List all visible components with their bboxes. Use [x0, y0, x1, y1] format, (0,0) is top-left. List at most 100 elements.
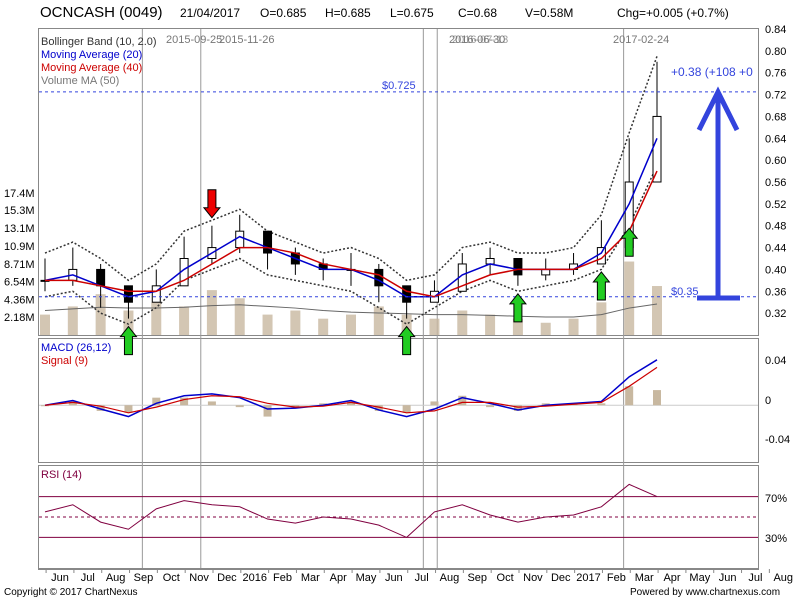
candle-body	[263, 230, 273, 254]
macd-histogram-bar	[513, 405, 522, 411]
volume-bar	[234, 298, 245, 335]
macd-histogram-bar	[124, 405, 133, 413]
sell-signal-arrow	[202, 189, 221, 219]
x-axis-month-label: Oct	[497, 572, 514, 584]
candle-body	[541, 268, 551, 276]
volume-bar	[624, 261, 635, 335]
low-value: L=0.675	[390, 6, 434, 20]
x-axis-month-label: May	[689, 572, 710, 584]
price-tick-label: 0.48	[765, 221, 786, 233]
macd-histogram-bar	[541, 403, 550, 406]
volume-bar	[95, 294, 106, 335]
rsi-panel-frame	[38, 465, 759, 569]
x-axis-month-label: Mar	[635, 572, 654, 584]
date-label: 21/04/2017	[180, 6, 241, 20]
rsi-title: RSI (14)	[41, 469, 82, 481]
date-marker-1: 2015-09-25	[166, 34, 222, 46]
copyright-text: Copyright © 2017 ChartNexus	[4, 587, 138, 598]
high-value: H=0.685	[325, 6, 371, 20]
macd-histogram-bar	[319, 403, 328, 406]
price-tick-label: 0.44	[765, 243, 786, 255]
stock-title: OCNCASH (0049)	[40, 4, 163, 21]
legend-ma20: Moving Average (20)	[41, 49, 142, 61]
volume-tick-label: 17.4M	[4, 188, 35, 200]
x-axis-month-label: Nov	[523, 572, 543, 584]
x-axis-month-label: Feb	[273, 572, 292, 584]
volume-bar	[512, 318, 523, 335]
signal-title: Signal (9)	[41, 355, 88, 367]
close-value: C=0.68	[458, 6, 498, 20]
price-tick-label: 0.60	[765, 155, 786, 167]
date-marker-3: 2016-06-30	[449, 34, 505, 46]
ma40-line	[45, 170, 658, 298]
volume-bar	[67, 306, 78, 335]
macd-histogram-bar	[263, 405, 272, 417]
candle-body	[374, 268, 384, 287]
price-tick-label: 0.84	[765, 24, 786, 36]
volume-bar	[123, 310, 134, 335]
volume-bar	[262, 314, 273, 335]
candle-body	[235, 230, 245, 249]
bollinger-upper	[44, 56, 658, 282]
volume-tick-label: 2.18M	[4, 312, 35, 324]
volume-bar	[151, 302, 162, 335]
candle-body	[513, 258, 523, 276]
bollinger-lower	[44, 165, 658, 325]
buy-signal-arrow	[397, 325, 416, 356]
x-axis-month-label: Aug	[440, 572, 460, 584]
macd-tick-pos: 0.04	[765, 355, 786, 367]
volume-tick-label: 10.9M	[4, 241, 35, 253]
volume-bar	[401, 314, 412, 335]
macd-histogram-bar	[291, 405, 300, 408]
volume-bar	[596, 302, 607, 335]
price-tick-label: 0.36	[765, 286, 786, 298]
x-axis-month-label: May	[356, 572, 377, 584]
macd-histogram-bar	[180, 397, 189, 406]
volume-tick-label: 13.1M	[4, 223, 35, 235]
x-axis-month-label: Feb	[607, 572, 626, 584]
x-axis-month-label: Nov	[189, 572, 209, 584]
change-value: Chg=+0.005 (+0.7%)	[617, 6, 729, 20]
price-tick-label: 0.68	[765, 111, 786, 123]
x-axis-month-label: 2016	[242, 572, 266, 584]
x-axis-month-label: Sep	[134, 572, 154, 584]
x-axis-month-label: Jul	[748, 572, 762, 584]
powered-by-text: Powered by www.chartnexus.com	[630, 587, 781, 598]
price-tick-label: 0.72	[765, 90, 786, 102]
x-axis-month-label: Jul	[81, 572, 95, 584]
volume-bar	[40, 314, 50, 335]
macd-tick-neg: -0.04	[765, 434, 790, 446]
x-axis-month-label: Aug	[106, 572, 126, 584]
macd-histogram-bar	[235, 405, 244, 408]
rsi-tick-30: 30%	[765, 533, 787, 545]
volume-tick-label: 4.36M	[4, 294, 35, 306]
x-axis-month-label: Jul	[415, 572, 429, 584]
macd-histogram-bar	[96, 405, 105, 411]
price-tick-label: 0.32	[765, 308, 786, 320]
price-panel-frame	[38, 28, 759, 336]
level-label-low: $0.35	[671, 286, 699, 298]
volume-bar	[373, 306, 384, 335]
x-axis-month-label: 2017	[576, 572, 600, 584]
level-label-high: $0.725	[382, 80, 416, 92]
candle-body	[151, 285, 161, 303]
volume-bar	[429, 318, 440, 335]
date-marker-5: 2017-02-24	[613, 34, 669, 46]
legend-bollinger: Bollinger Band (10, 2.0)	[41, 36, 157, 48]
candle-body	[402, 285, 412, 303]
date-marker-2: 2015-11-26	[219, 34, 274, 46]
macd-histogram-bar	[653, 390, 661, 406]
volume-bar	[540, 322, 551, 335]
x-axis-month-label: Jun	[51, 572, 69, 584]
date-marker-4: 2016-07-13	[452, 34, 508, 46]
price-tick-label: 0.64	[765, 133, 786, 145]
x-axis-month-label: Dec	[551, 572, 571, 584]
macd-histogram-bar	[402, 405, 411, 413]
volume-tick-label: 8.71M	[4, 259, 35, 271]
rsi-line	[44, 483, 658, 538]
x-axis-month-label: Jun	[719, 572, 737, 584]
volume-bar	[206, 290, 217, 335]
volume-bar	[485, 314, 496, 335]
gain-arrow	[696, 86, 740, 301]
